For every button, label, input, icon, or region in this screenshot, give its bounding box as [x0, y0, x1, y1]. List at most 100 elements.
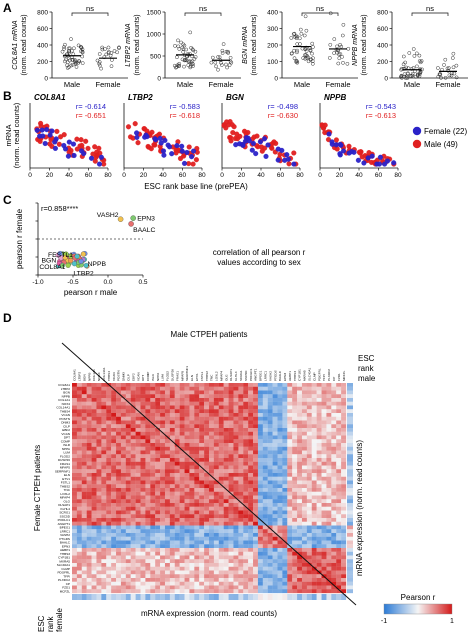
heatmap-cell	[116, 383, 122, 387]
heatmap-cell	[145, 536, 151, 541]
heatmap-cell	[316, 413, 322, 417]
y-tick-label: 200	[37, 59, 48, 66]
row-gene-label: BAALC	[60, 541, 71, 545]
heatmap-cell	[199, 398, 205, 402]
data-point	[382, 161, 388, 167]
heatmap-cell	[130, 465, 136, 470]
heatmap-cell	[155, 518, 161, 522]
heatmap-cell	[169, 566, 175, 571]
heatmap-cell	[86, 555, 92, 560]
heatmap-cell	[116, 551, 122, 556]
heatmap-cell	[179, 525, 185, 530]
heatmap-cell	[150, 563, 156, 567]
heatmap-cell	[306, 518, 312, 522]
heatmap-cell	[243, 473, 249, 477]
heatmap-cell	[228, 401, 234, 406]
heatmap-cell	[76, 401, 82, 406]
heatmap-cell	[316, 536, 322, 541]
data-point	[97, 61, 102, 66]
heatmap-cell	[179, 506, 185, 511]
heatmap-cell	[81, 424, 87, 429]
heatmap-cell	[336, 413, 342, 417]
heatmap-cell	[341, 585, 347, 590]
heatmap-cell	[297, 548, 303, 552]
x-tick-label: 20	[140, 172, 148, 179]
heatmap-cell	[272, 461, 278, 466]
heatmap-cell	[321, 578, 327, 582]
heatmap-cell	[155, 409, 161, 414]
data-point	[83, 138, 89, 144]
heatmap-cell	[86, 488, 92, 492]
heatmap-cell	[272, 435, 278, 440]
heatmap-cell	[301, 469, 307, 474]
heatmap-cell	[253, 439, 259, 444]
heatmap-cell	[106, 405, 112, 410]
heatmap-cell	[248, 544, 254, 549]
column-gene-label: KLHL4	[234, 371, 238, 381]
column-gene-label: MCFZL	[342, 370, 346, 381]
heatmap-cell	[101, 405, 107, 410]
heatmap-cell	[262, 514, 268, 519]
data-point	[298, 42, 302, 46]
heatmap-cell	[262, 495, 268, 500]
heatmap-cell	[160, 398, 166, 402]
heatmap-cell	[287, 514, 293, 519]
heatmap-cell	[116, 578, 122, 582]
heatmap-cell	[81, 555, 87, 560]
heatmap-cell	[331, 473, 337, 477]
heatmap-cell	[223, 529, 229, 534]
heatmap-cell	[238, 484, 244, 489]
heatmap-cell	[150, 540, 156, 545]
heatmap-cell	[116, 536, 122, 541]
heatmap-cell	[130, 424, 136, 429]
heatmap-cell	[130, 574, 136, 579]
heatmap-cell	[267, 563, 273, 567]
heatmap-cell	[106, 510, 112, 515]
row-gene-label: BGN	[63, 391, 70, 395]
row-gene-label: CP	[66, 582, 70, 586]
heatmap-cell	[253, 510, 259, 515]
heatmap-cell	[135, 525, 141, 530]
heatmap-cell	[306, 570, 312, 575]
heatmap-cell	[218, 443, 224, 447]
heatmap-cell	[160, 424, 166, 429]
heatmap-cell	[169, 514, 175, 519]
heatmap-cell	[72, 525, 78, 530]
heatmap-cell	[223, 424, 229, 429]
heatmap-cell	[125, 476, 131, 481]
heatmap-cell	[218, 383, 224, 387]
heatmap-cell	[76, 525, 82, 530]
heatmap-cell	[140, 484, 146, 489]
heatmap-cell	[130, 398, 136, 402]
heatmap-cell	[111, 510, 117, 515]
heatmap-cell	[76, 386, 82, 391]
heatmap-cell	[297, 394, 303, 399]
data-point	[81, 151, 87, 157]
significance-label: ns	[199, 4, 207, 13]
heatmap-cell	[150, 443, 156, 447]
heatmap-cell	[169, 461, 175, 466]
heatmap-cell	[262, 435, 268, 440]
heatmap-cell	[341, 435, 347, 440]
heatmap-cell	[91, 413, 97, 417]
heatmap-cell	[174, 446, 180, 451]
heatmap-cell	[140, 454, 146, 459]
heatmap-cell	[204, 578, 210, 582]
column-gene-label: CP	[332, 377, 336, 381]
esc-male-cell	[347, 454, 353, 459]
heatmap-cell	[218, 398, 224, 402]
heatmap-cell	[164, 446, 170, 451]
heatmap-cell	[81, 450, 87, 455]
heatmap-cells	[72, 383, 353, 600]
heatmap-cell	[106, 424, 112, 429]
heatmap-cell	[184, 413, 190, 417]
heatmap-cell	[72, 480, 78, 485]
heatmap-cell	[160, 536, 166, 541]
heatmap-cell	[233, 469, 239, 474]
heatmap-cell	[272, 533, 278, 537]
heatmap-cell	[311, 394, 317, 399]
heatmap-cell	[164, 578, 170, 582]
heatmap-cell	[331, 525, 337, 530]
heatmap-cell	[101, 506, 107, 511]
heatmap-cell	[267, 401, 273, 406]
